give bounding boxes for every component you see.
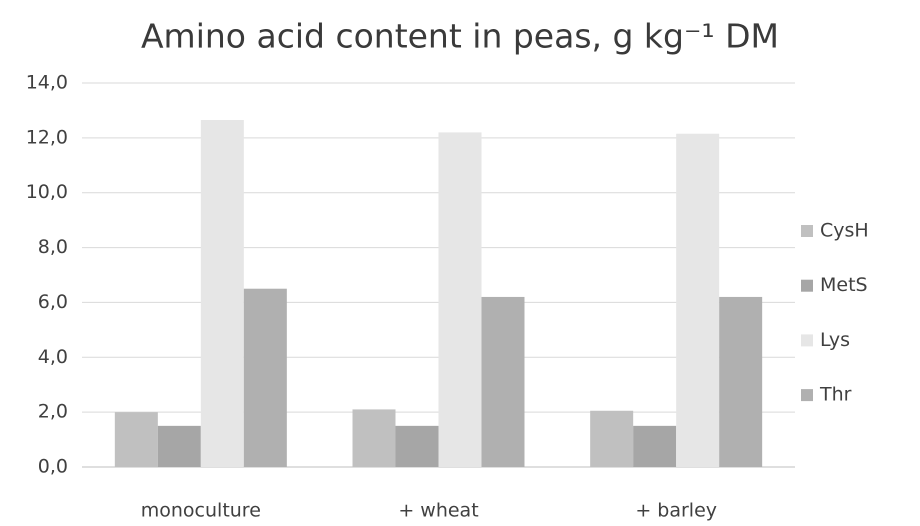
- legend-swatch: [801, 334, 813, 347]
- bar: [352, 409, 396, 467]
- legend-swatch: [801, 279, 813, 292]
- bar: [719, 296, 763, 467]
- legend-swatch: [801, 225, 813, 237]
- bar: [395, 425, 439, 467]
- x-tick-label: + wheat: [398, 500, 478, 522]
- legend-label: CysH: [820, 220, 869, 242]
- chart-title: Amino acid content in peas, g kg⁻¹ DM: [141, 17, 779, 56]
- y-tick-label: 0,0: [38, 456, 68, 478]
- y-tick-label: 6,0: [38, 291, 68, 313]
- bar: [200, 120, 244, 468]
- bar: [438, 132, 482, 467]
- bar: [481, 296, 525, 467]
- x-tick-label: monoculture: [141, 500, 261, 522]
- legend-label: MetS: [820, 274, 868, 296]
- legend-swatch: [801, 389, 813, 402]
- legend-label: Lys: [820, 329, 850, 351]
- y-tick-label: 14,0: [26, 72, 68, 94]
- y-tick-label: 12,0: [26, 126, 68, 148]
- bar: [590, 410, 634, 467]
- y-tick-label: 8,0: [38, 236, 68, 258]
- legend-label: Thr: [819, 384, 852, 406]
- bar: [676, 133, 720, 467]
- bar: [243, 288, 287, 467]
- y-tick-label: 4,0: [38, 346, 68, 368]
- y-tick-label: 2,0: [38, 401, 68, 423]
- bar: [633, 425, 677, 467]
- bar: [114, 412, 158, 467]
- x-tick-label: + barley: [635, 500, 717, 522]
- bar: [157, 425, 201, 467]
- y-tick-label: 10,0: [26, 181, 68, 203]
